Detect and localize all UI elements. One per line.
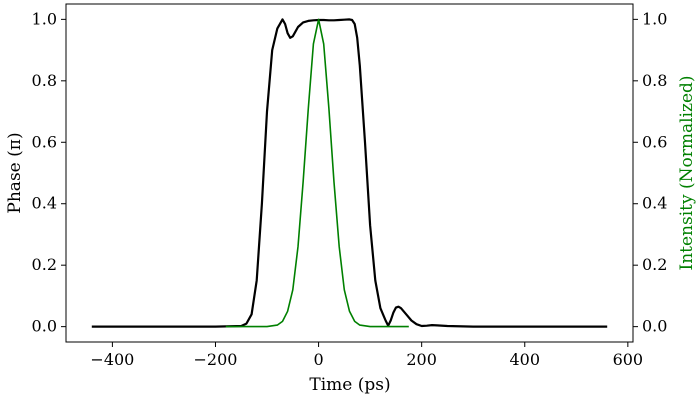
y-tick-label-left: 0.8 bbox=[32, 71, 57, 90]
y-tick-label-right: 0.2 bbox=[642, 255, 667, 274]
x-tick-label: 0 bbox=[313, 350, 323, 369]
y-tick-label-left: 0.4 bbox=[32, 194, 57, 213]
y-tick-label-right: 0.6 bbox=[642, 132, 667, 151]
y-tick-label-right: 0.4 bbox=[642, 194, 667, 213]
x-axis-label: Time (ps) bbox=[309, 375, 390, 395]
x-tick-label: 600 bbox=[613, 350, 644, 369]
y-tick-label-right: 0.0 bbox=[642, 317, 667, 336]
x-tick-label: −400 bbox=[90, 350, 134, 369]
plot-frame bbox=[65, 3, 634, 343]
x-tick-label: 200 bbox=[406, 350, 437, 369]
phase-line bbox=[91, 18, 608, 328]
y-axis-label-left: Phase (π) bbox=[5, 132, 25, 213]
y-axis-label-right: Intensity (Normalized) bbox=[677, 75, 697, 270]
y-tick-label-left: 0.6 bbox=[32, 132, 57, 151]
x-tick-label: 400 bbox=[509, 350, 540, 369]
y-tick-label-right: 1.0 bbox=[642, 9, 667, 28]
x-tick-label: −200 bbox=[194, 350, 238, 369]
axis-ticks: −400 −200 0 200 400 600 0.0 0.0 0.2 0.2 0.4 0.4 0.6 0… bbox=[32, 9, 668, 369]
plot-lines bbox=[91, 18, 608, 328]
y-tick-label-left: 0.2 bbox=[32, 255, 57, 274]
y-tick-label-left: 0.0 bbox=[32, 317, 57, 336]
y-tick-label-right: 0.8 bbox=[642, 71, 667, 90]
y-tick-label-left: 1.0 bbox=[32, 9, 57, 28]
intensity-line bbox=[225, 18, 409, 328]
